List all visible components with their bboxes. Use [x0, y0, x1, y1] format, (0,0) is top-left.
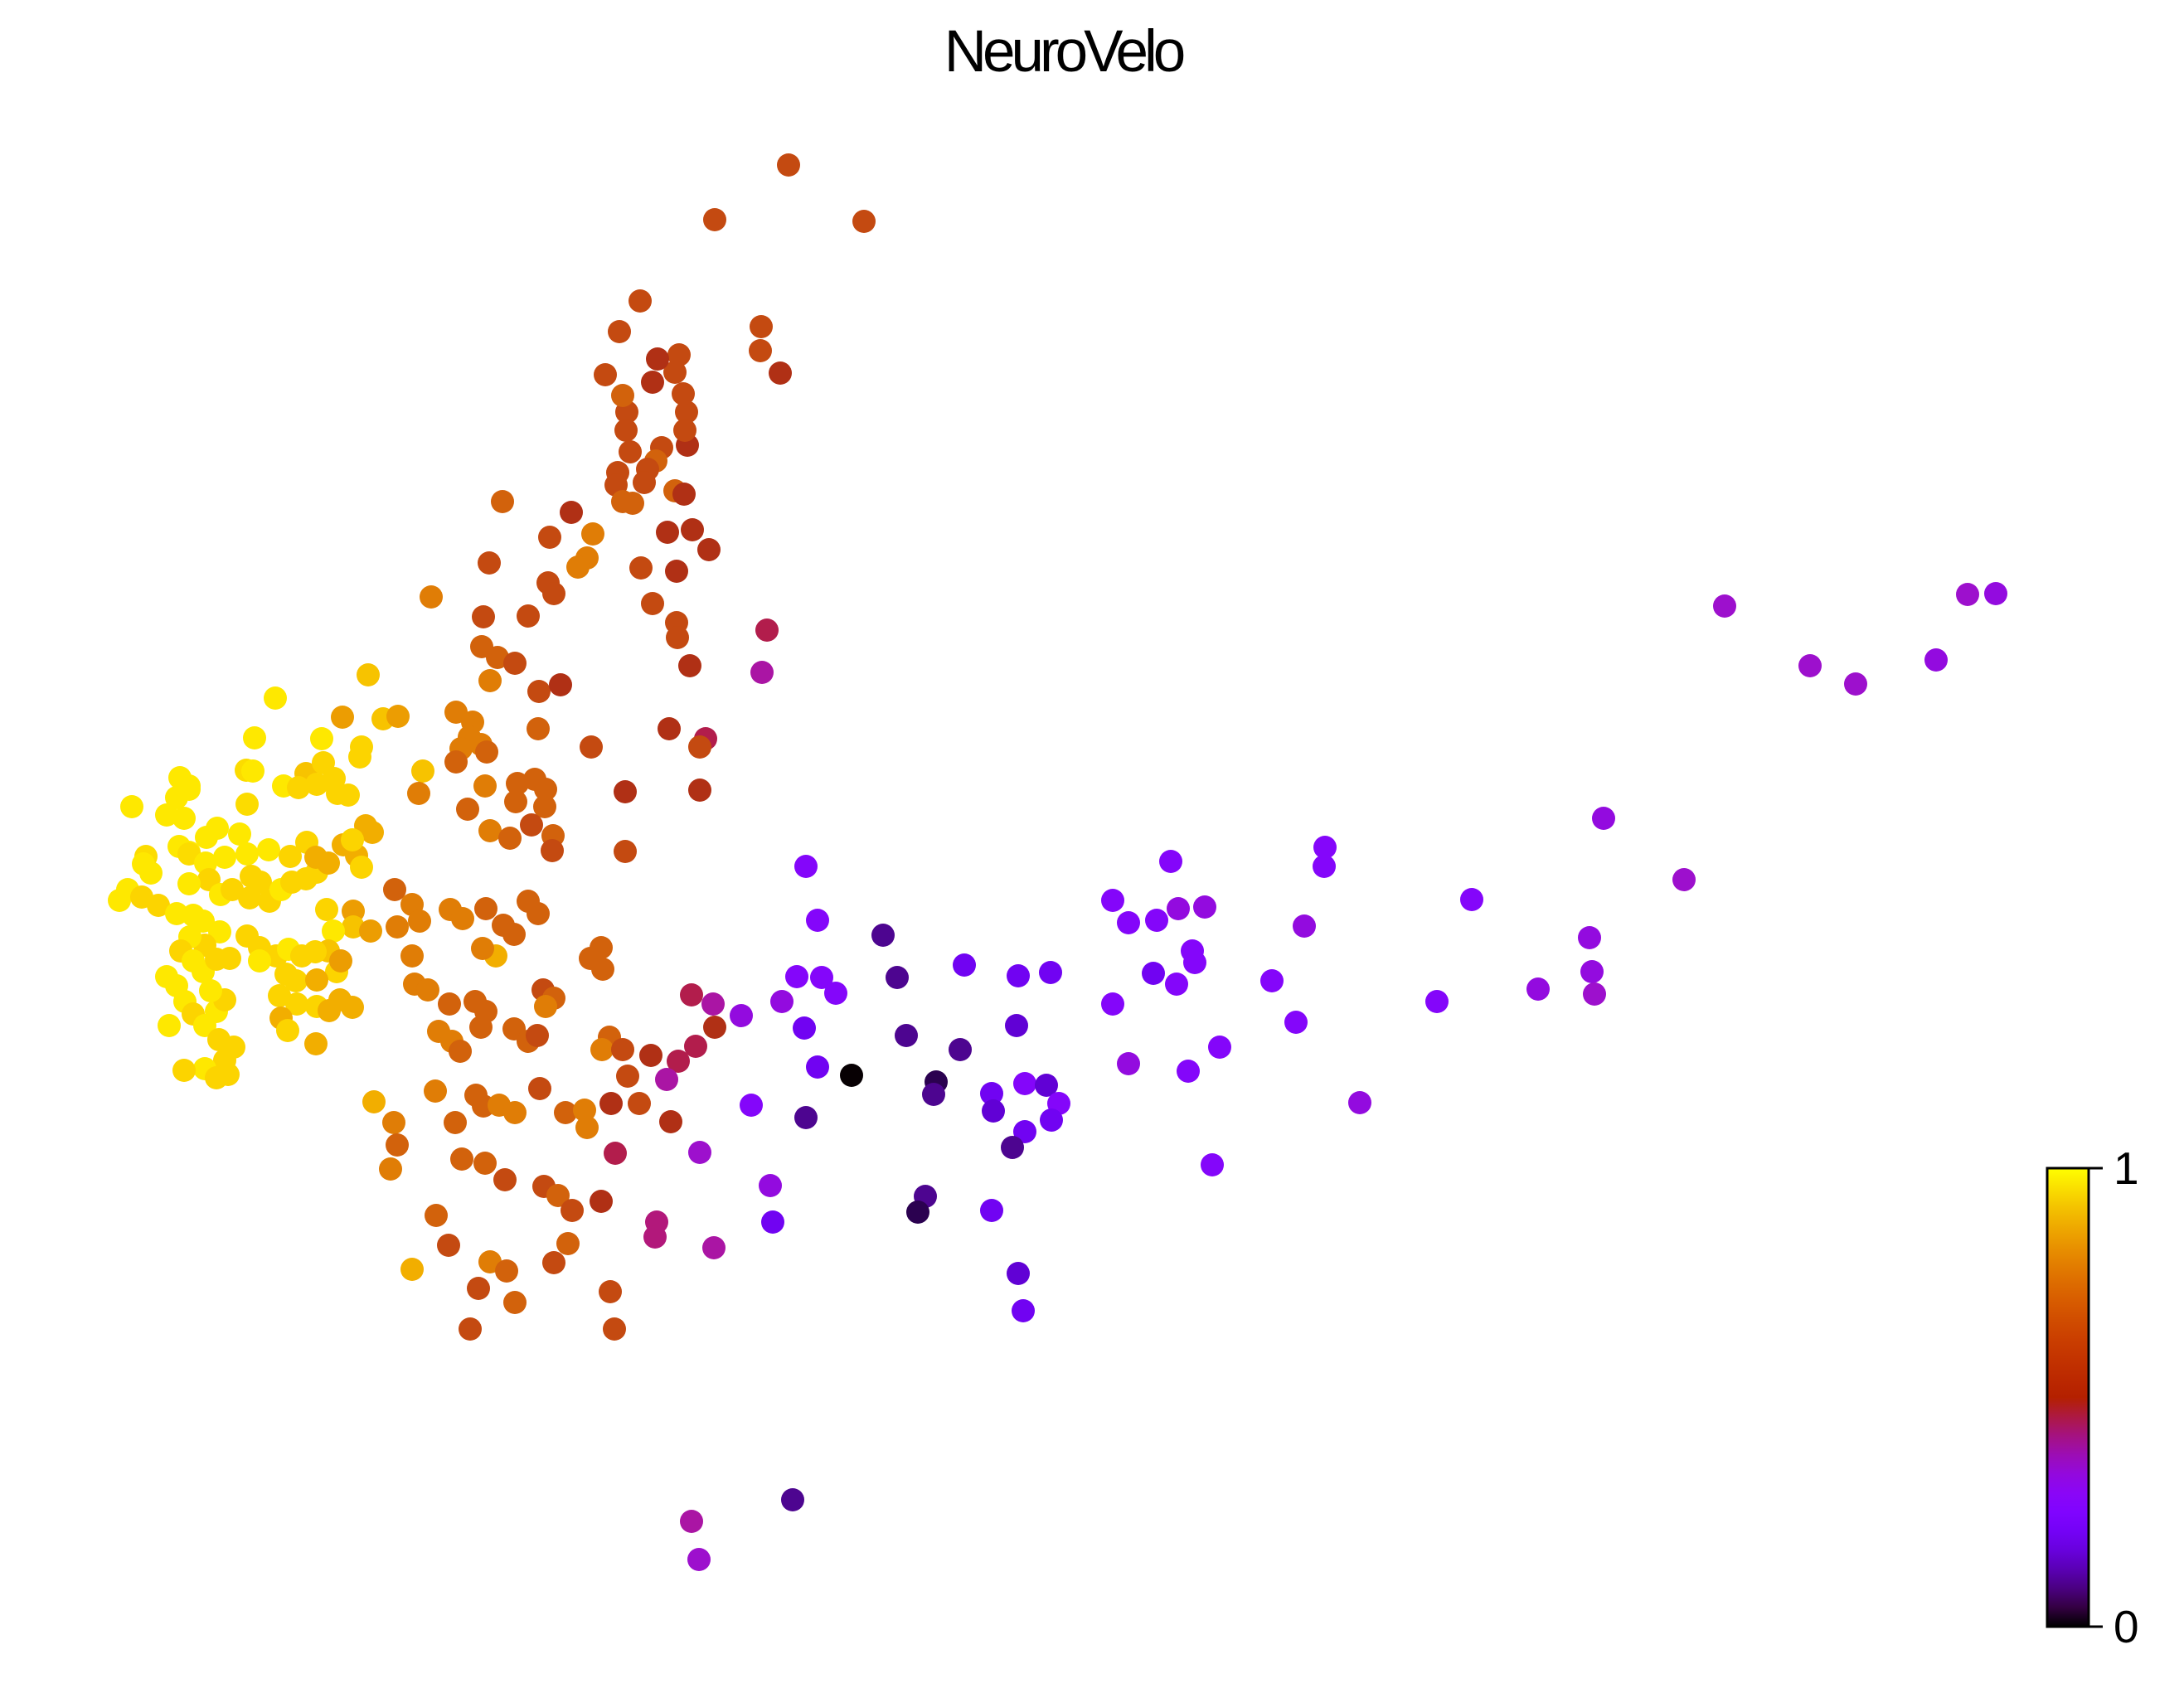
svg-text:1: 1 — [2114, 1142, 2139, 1194]
svg-text:0: 0 — [2114, 1601, 2139, 1652]
svg-text:NeuroVelo: NeuroVelo — [944, 19, 1184, 85]
